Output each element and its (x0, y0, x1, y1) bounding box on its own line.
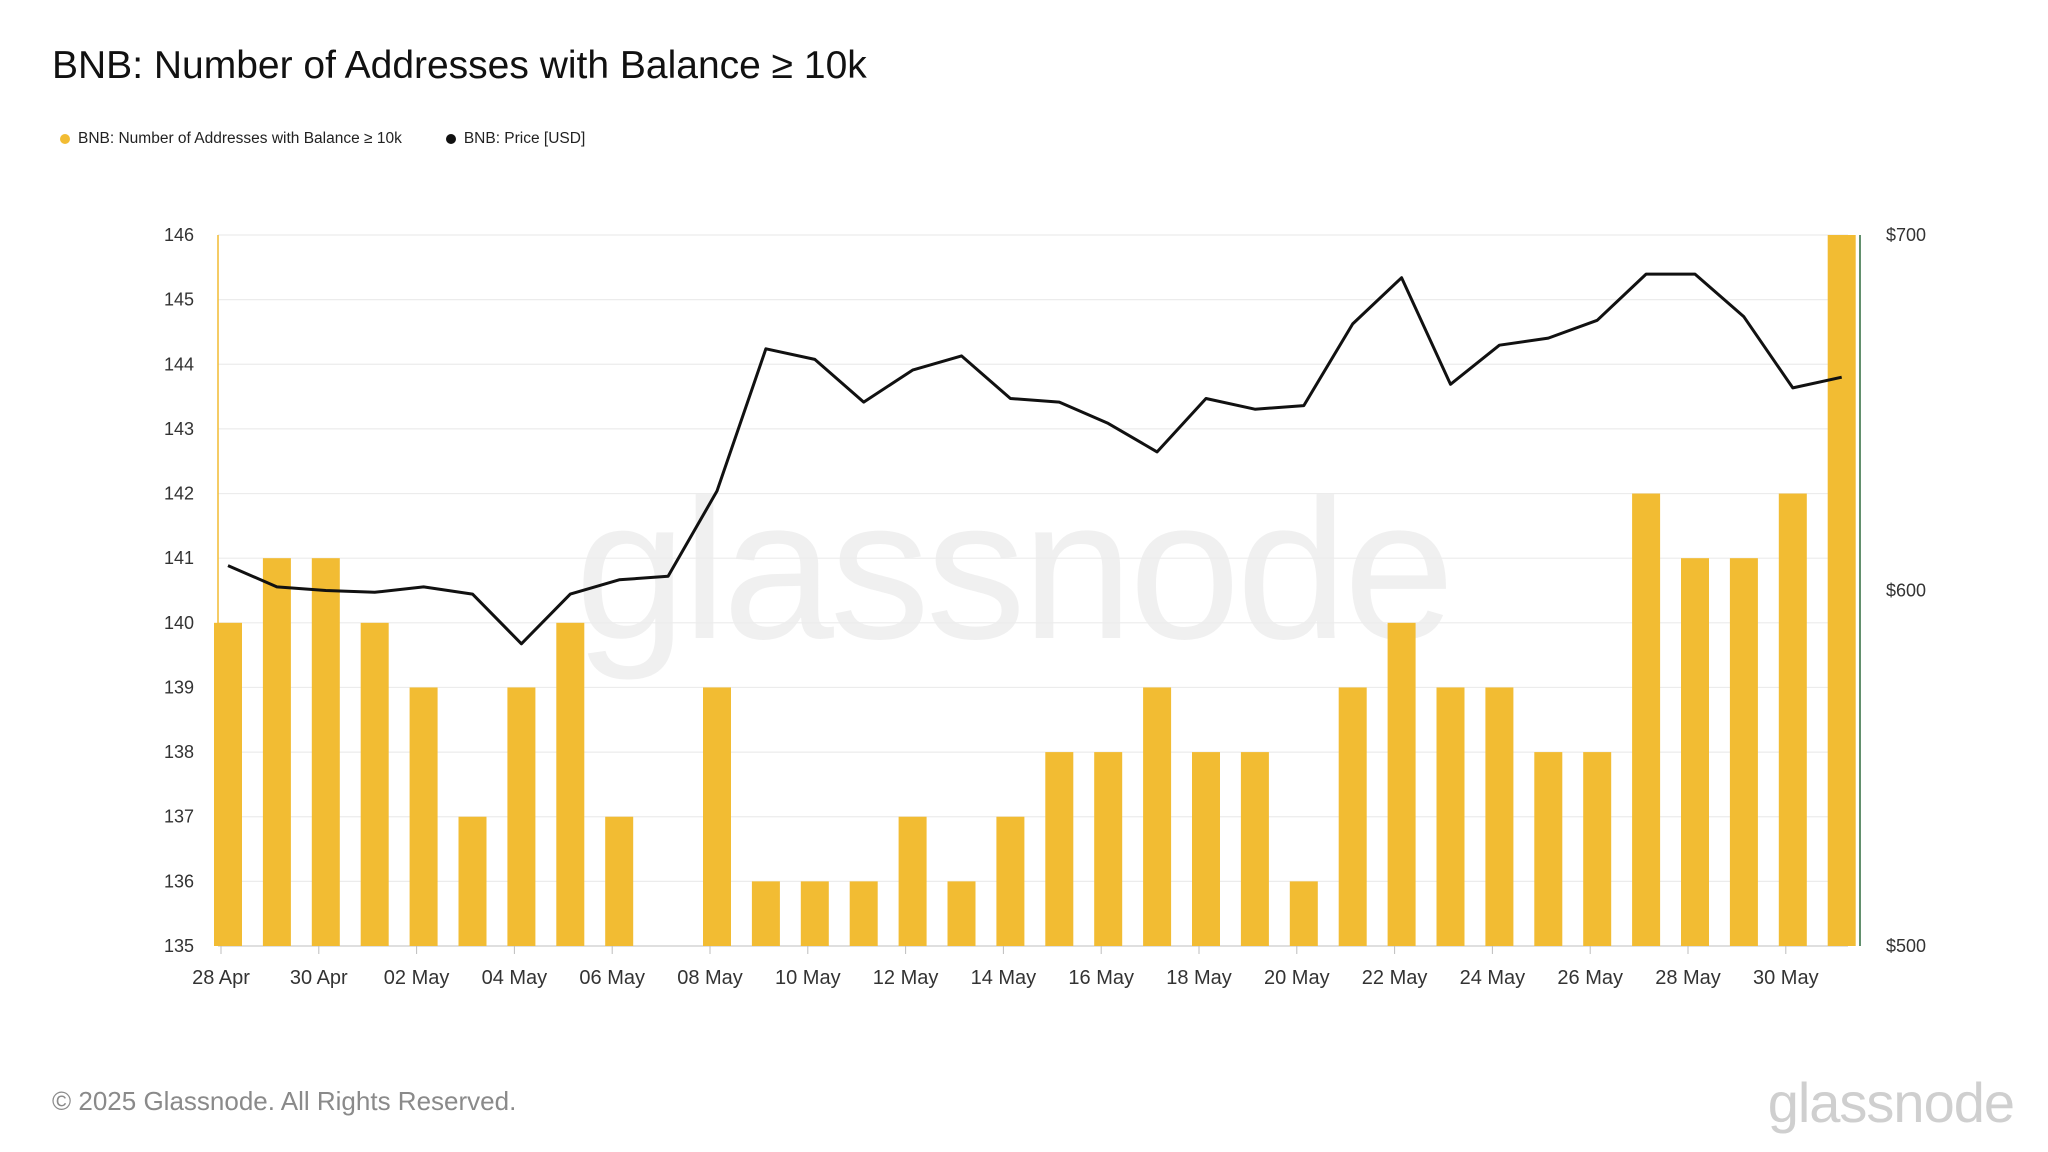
bar (1289, 881, 1318, 946)
x-axis-tick-label: 28 May (1655, 967, 1721, 989)
bar (1485, 687, 1514, 946)
x-axis-tick-label: 12 May (873, 967, 939, 989)
right-axis-tick-label: $500 (1886, 936, 1926, 956)
bar (507, 687, 536, 946)
bar (1192, 752, 1220, 946)
left-axis-tick-label: 138 (164, 742, 194, 762)
legend-label-addresses: BNB: Number of Addresses with Balance ≥ … (78, 130, 402, 147)
left-axis-tick-label: 136 (164, 871, 194, 891)
x-axis-tick-label: 04 May (482, 967, 548, 989)
right-axis-tick-label: $600 (1886, 581, 1926, 601)
price-series-line (227, 272, 1843, 646)
bar (1240, 752, 1269, 946)
x-axis-tick-label: 18 May (1166, 967, 1232, 989)
bar (1778, 493, 1807, 946)
left-axis-tick-label: 135 (164, 936, 194, 956)
legend-item-price[interactable]: BNB: Price [USD] (445, 130, 586, 148)
copyright-text: © 2025 Glassnode. All Rights Reserved. (52, 1086, 517, 1116)
bar (262, 558, 291, 946)
watermark-logo: glassnode (575, 458, 1455, 681)
bar (1143, 687, 1172, 946)
left-axis-tick-label: 139 (164, 677, 194, 697)
bar (1094, 752, 1123, 946)
x-axis-tick-label: 22 May (1362, 967, 1428, 989)
x-axis-tick-label: 26 May (1557, 967, 1623, 989)
left-axis-tick-label: 141 (164, 548, 194, 568)
bar (1729, 558, 1758, 946)
x-axis-tick-label: 30 May (1753, 967, 1819, 989)
chart-title: BNB: Number of Addresses with Balance ≥ … (52, 44, 867, 87)
bar (311, 558, 340, 946)
x-axis-tick-label: 16 May (1068, 967, 1134, 989)
legend-item-addresses[interactable]: BNB: Number of Addresses with Balance ≥ … (60, 130, 402, 148)
x-axis-tick-label: 20 May (1264, 967, 1330, 989)
x-axis-tick-label: 24 May (1460, 967, 1526, 989)
bar (1338, 687, 1367, 946)
legend-swatch-addresses (60, 134, 70, 144)
bar (898, 816, 927, 946)
legend-swatch-price (445, 134, 456, 144)
bar (751, 881, 780, 946)
bar (1387, 622, 1416, 946)
left-axis-tick-label: 137 (164, 807, 194, 827)
bar (556, 622, 585, 946)
left-axis-tick-label: 146 (164, 225, 194, 245)
bar (1436, 687, 1465, 946)
x-axis-tick-label: 10 May (775, 967, 841, 989)
bar (1534, 752, 1563, 946)
bar (849, 881, 878, 946)
bar (605, 816, 634, 946)
left-axis-tick-label: 143 (164, 419, 194, 439)
bar (1045, 752, 1074, 946)
bar (214, 622, 242, 946)
bar (996, 816, 1025, 946)
left-axis-tick-label: 140 (164, 613, 194, 633)
x-axis-tick-label: 28 Apr (192, 967, 250, 989)
x-axis-tick-label: 08 May (677, 967, 743, 989)
legend-label-price: BNB: Price [USD] (463, 130, 586, 147)
right-axis-tick-label: $700 (1886, 225, 1926, 245)
bar (1827, 235, 1856, 946)
bar (1583, 752, 1612, 946)
left-axis-tick-label: 145 (164, 290, 194, 310)
x-axis-tick-label: 14 May (971, 967, 1037, 989)
bar (1681, 558, 1709, 946)
bar (703, 687, 731, 946)
bar (800, 881, 829, 946)
left-axis-tick-label: 144 (164, 354, 194, 374)
bar (458, 816, 487, 946)
x-axis-tick-label: 02 May (384, 967, 450, 989)
legend: BNB: Number of Addresses with Balance ≥ … (60, 130, 585, 148)
bar (1632, 493, 1661, 946)
x-axis-tick-label: 30 Apr (290, 967, 348, 989)
left-axis-tick-label: 142 (164, 484, 194, 504)
footer-logo: glassnode (1767, 1071, 2015, 1134)
bar (947, 881, 976, 946)
bar (409, 687, 438, 946)
bar (360, 622, 389, 946)
x-axis-tick-label: 06 May (579, 967, 645, 989)
